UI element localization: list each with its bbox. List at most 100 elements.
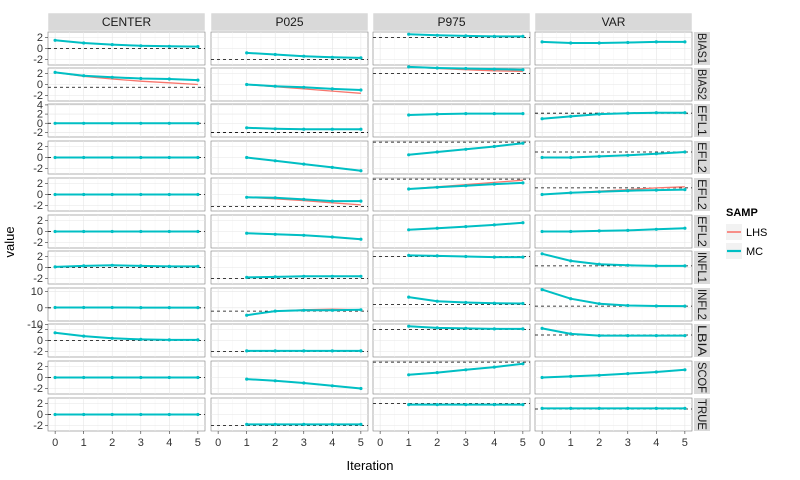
row-strip-bg bbox=[694, 215, 710, 248]
data-point-mc bbox=[330, 308, 334, 312]
row-strip-label: BIAS1 bbox=[695, 33, 709, 64]
data-point-mc bbox=[302, 54, 306, 58]
data-point-mc bbox=[569, 374, 573, 378]
row-strip-label: INFL2 bbox=[695, 289, 709, 320]
panel bbox=[47, 67, 206, 102]
data-point-mc bbox=[53, 155, 57, 160]
x-tick-label: 4 bbox=[653, 437, 659, 449]
data-point-mc bbox=[196, 78, 200, 82]
data-point-mc bbox=[82, 121, 86, 125]
panel bbox=[372, 31, 531, 66]
row-strip-label: BIAS2 bbox=[695, 69, 709, 100]
panel bbox=[47, 250, 206, 285]
data-point-mc bbox=[359, 56, 363, 60]
data-point-mc bbox=[569, 155, 573, 160]
data-point-mc bbox=[53, 331, 57, 335]
data-point-mc bbox=[464, 112, 468, 116]
data-point-mc bbox=[654, 264, 658, 268]
data-point-mc bbox=[597, 229, 601, 233]
x-tick-label: 5 bbox=[520, 437, 526, 449]
data-point-mc bbox=[110, 412, 114, 417]
panel bbox=[210, 214, 369, 249]
data-point-mc bbox=[654, 304, 658, 308]
data-point-mc bbox=[245, 313, 249, 317]
data-point-mc bbox=[597, 302, 601, 306]
data-point-mc bbox=[302, 197, 306, 201]
panel bbox=[372, 214, 531, 249]
data-point-mc bbox=[167, 77, 171, 81]
data-point-mc bbox=[167, 375, 171, 380]
data-point-mc bbox=[82, 334, 86, 338]
data-point-mc bbox=[196, 192, 200, 197]
column-strip-bg bbox=[47, 12, 206, 32]
series-line-mc bbox=[542, 111, 685, 120]
data-point-mc bbox=[139, 306, 143, 310]
row-strip-bg bbox=[694, 141, 710, 174]
data-point-mc bbox=[110, 155, 114, 160]
column-strip-bg bbox=[372, 12, 531, 32]
data-point-mc bbox=[464, 403, 468, 407]
panel bbox=[47, 287, 206, 325]
data-point-mc bbox=[167, 338, 171, 342]
data-point-mc bbox=[521, 221, 525, 225]
data-point-mc bbox=[435, 112, 439, 116]
legend-title: SAMP bbox=[726, 207, 758, 219]
panel bbox=[534, 397, 693, 432]
panel bbox=[372, 323, 531, 358]
data-point-mc bbox=[359, 422, 363, 426]
panel bbox=[210, 287, 369, 325]
data-point-mc bbox=[626, 372, 630, 376]
column-strip-label: VAR bbox=[602, 15, 626, 29]
row-strip-bg bbox=[694, 361, 710, 394]
legend: SAMP LHS MC bbox=[726, 207, 767, 259]
data-point-mc bbox=[435, 371, 439, 375]
data-point-mc bbox=[196, 229, 200, 234]
data-point-mc bbox=[273, 52, 277, 57]
y-tick-label: -2 bbox=[33, 200, 43, 212]
series-line-mc bbox=[542, 368, 685, 379]
data-point-mc bbox=[330, 384, 334, 388]
data-point-mc bbox=[273, 232, 277, 236]
panel bbox=[47, 323, 206, 358]
data-point-mc bbox=[683, 150, 687, 154]
row-strip-bg bbox=[694, 32, 710, 65]
data-point-mc bbox=[139, 44, 143, 48]
data-point-mc bbox=[626, 334, 630, 338]
data-point-mc bbox=[521, 34, 525, 39]
y-tick-label: 0 bbox=[37, 79, 43, 91]
x-tick-label: 2 bbox=[596, 437, 602, 449]
panel bbox=[210, 397, 369, 432]
data-point-mc bbox=[654, 152, 658, 156]
data-point-mc bbox=[597, 262, 601, 266]
data-point-mc bbox=[302, 274, 306, 278]
data-point-mc bbox=[654, 227, 658, 231]
data-point-mc bbox=[569, 114, 573, 118]
data-point-mc bbox=[597, 334, 601, 338]
data-point-mc bbox=[540, 288, 544, 292]
data-point-mc bbox=[407, 153, 411, 157]
column-strips: CENTER P025 P975 VAR bbox=[47, 12, 693, 32]
panel bbox=[534, 177, 693, 212]
data-point-mc bbox=[245, 231, 249, 235]
data-point-mc bbox=[82, 412, 86, 417]
panel bbox=[534, 287, 693, 325]
data-point-mc bbox=[139, 192, 143, 197]
panel bbox=[210, 31, 369, 66]
data-point-mc bbox=[492, 144, 496, 149]
data-point-mc bbox=[597, 112, 601, 116]
data-point-mc bbox=[435, 33, 439, 37]
series-line-mc bbox=[55, 264, 198, 268]
panel bbox=[534, 31, 693, 66]
data-point-mc bbox=[302, 381, 306, 385]
panel bbox=[47, 31, 206, 66]
data-point-mc bbox=[435, 254, 439, 258]
x-tick-label: 1 bbox=[406, 437, 412, 449]
data-point-mc bbox=[569, 332, 573, 336]
series-line-mc bbox=[55, 39, 198, 48]
data-point-mc bbox=[53, 38, 57, 42]
data-point-mc bbox=[167, 155, 171, 160]
column-strip-label: P025 bbox=[275, 15, 303, 29]
y-tick-label: 2 bbox=[37, 141, 43, 153]
data-point-mc bbox=[521, 255, 525, 259]
